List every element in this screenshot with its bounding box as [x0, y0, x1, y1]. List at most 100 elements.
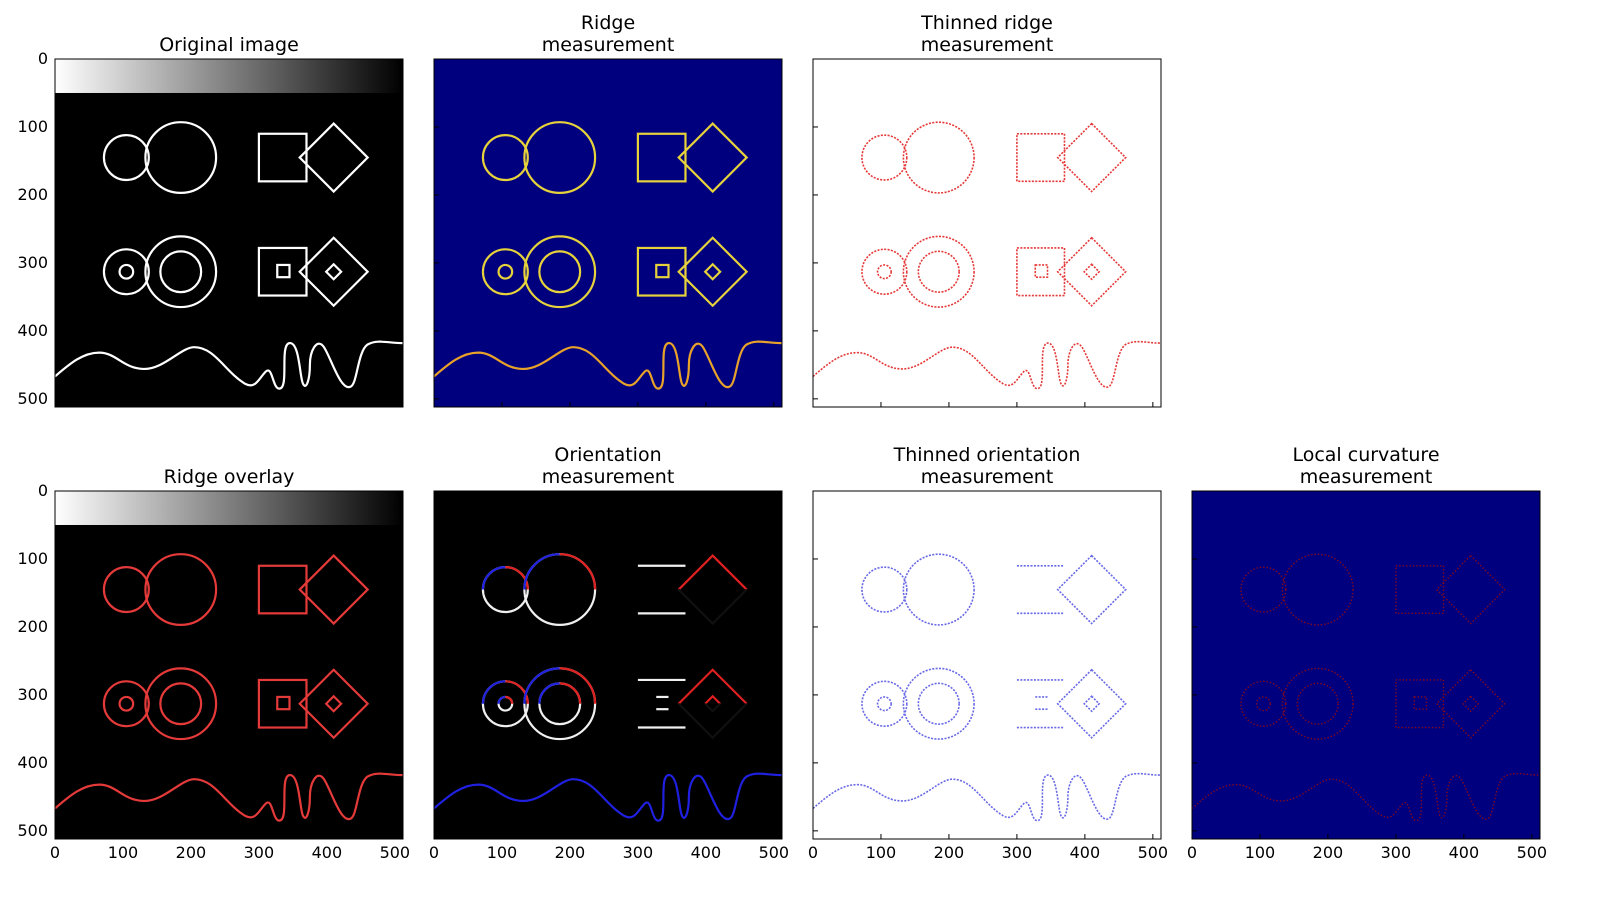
- panel-title: measurement: [542, 466, 675, 488]
- axes-frame: [1191, 490, 1541, 840]
- diamond-mark: [298, 122, 370, 194]
- ring-orientation-mark: [523, 553, 560, 590]
- square-mark: [636, 246, 687, 297]
- diamond-mark: [324, 262, 343, 281]
- diamond-mark: [677, 588, 748, 626]
- gray-gradient-bar: [55, 59, 403, 93]
- x-tick-label: 0: [1187, 843, 1197, 862]
- diamond-mark: [677, 554, 748, 591]
- shapes-layer: [813, 553, 1161, 822]
- wave-curve-mark: [55, 340, 403, 390]
- wave-curve-mark: [55, 772, 403, 822]
- square-mark: [636, 132, 687, 183]
- y-tick-label: 100: [17, 117, 48, 136]
- ring-mark: [902, 553, 975, 626]
- axes-frame: [54, 490, 404, 840]
- x-tick-label: 0: [808, 843, 818, 862]
- ring-mark: [102, 134, 150, 182]
- ring-mark: [876, 696, 892, 712]
- x-tick-label: 200: [176, 843, 207, 862]
- ring-mark: [917, 682, 960, 725]
- square-mark: [655, 263, 670, 279]
- panel-title: measurement: [921, 34, 1054, 56]
- square-mark: [257, 246, 308, 297]
- panel-background: [813, 59, 1161, 407]
- diamond-mark: [298, 668, 370, 740]
- ring-mark: [902, 235, 975, 308]
- diamond-mark: [1435, 668, 1506, 739]
- square-mark: [276, 263, 291, 279]
- diamond-mark: [677, 702, 748, 740]
- diamond-mark: [1056, 236, 1127, 307]
- ring-orientation-mark: [523, 667, 560, 704]
- diamond-mark: [704, 694, 721, 705]
- wave-curve-mark: [813, 772, 1161, 822]
- ring-orientation-mark: [481, 680, 506, 704]
- ring-orientation-mark: [481, 566, 506, 590]
- y-tick-label: 500: [17, 821, 48, 840]
- square-mark: [276, 695, 291, 711]
- diamond-mark: [677, 236, 749, 308]
- diamond-mark: [324, 694, 343, 713]
- y-tick-label: 400: [17, 753, 48, 772]
- diamond-mark: [1462, 695, 1480, 713]
- ring-mark: [159, 682, 203, 726]
- panel-title: Ridge: [581, 12, 635, 34]
- wave-curve-mark: [813, 340, 1161, 390]
- square-mark: [257, 132, 308, 183]
- x-tick-label: 200: [555, 843, 586, 862]
- x-tick-label: 400: [1449, 843, 1480, 862]
- ring-orientation-mark: [505, 566, 529, 590]
- ring-orientation-mark: [559, 682, 582, 704]
- square-mark: [257, 678, 308, 729]
- panel: 0 100 200 300 400 500 Local curvaturemeasureme…: [1187, 444, 1547, 862]
- ring-mark: [1281, 553, 1354, 626]
- y-tick-label: 300: [17, 685, 48, 704]
- ring-mark: [102, 248, 150, 296]
- shapes-layer: [55, 553, 403, 822]
- x-tick-label: 300: [623, 843, 654, 862]
- x-tick-label: 400: [312, 843, 343, 862]
- ring-mark: [1296, 682, 1339, 725]
- panel-background: [434, 59, 782, 407]
- square-mark: [257, 564, 308, 615]
- ring-mark: [861, 248, 908, 295]
- panel: 0 100 200 300 400 500 Original image: [17, 34, 404, 408]
- wave-curve-mark: [434, 340, 782, 390]
- x-tick-label: 500: [1517, 843, 1548, 862]
- y-tick-label: 0: [38, 481, 48, 500]
- y-tick-label: 200: [17, 617, 48, 636]
- diamond-mark: [703, 262, 722, 281]
- diamond-mark: [1435, 554, 1506, 625]
- x-tick-label: 300: [244, 843, 275, 862]
- ring-mark: [917, 250, 960, 293]
- panel-title: measurement: [542, 34, 675, 56]
- y-tick-label: 200: [17, 185, 48, 204]
- ring-mark: [144, 667, 218, 741]
- ring-mark: [481, 134, 529, 182]
- x-tick-label: 300: [1381, 843, 1412, 862]
- diamond-mark: [1083, 695, 1101, 713]
- ring-orientation-mark: [505, 680, 529, 704]
- panel-title: Thinned orientation: [893, 444, 1081, 466]
- ring-mark: [118, 695, 135, 712]
- axes-frame: [433, 490, 783, 840]
- y-tick-label: 400: [17, 321, 48, 340]
- x-tick-label: 400: [691, 843, 722, 862]
- wave-curve-mark: [434, 772, 782, 822]
- panel-background: [55, 491, 403, 839]
- ring-mark: [144, 235, 218, 309]
- shapes-layer: [434, 553, 782, 822]
- axes-frame: [812, 58, 1162, 408]
- x-tick-label: 100: [866, 843, 897, 862]
- x-tick-label: 0: [429, 843, 439, 862]
- x-tick-label: 100: [487, 843, 518, 862]
- axes-frame: [433, 58, 783, 408]
- diamond-mark: [677, 122, 749, 194]
- panel: 0 100 200 300 400 500 Thinned orientationmeasu…: [808, 444, 1168, 862]
- panel-background: [55, 59, 403, 407]
- y-tick-label: 100: [17, 549, 48, 568]
